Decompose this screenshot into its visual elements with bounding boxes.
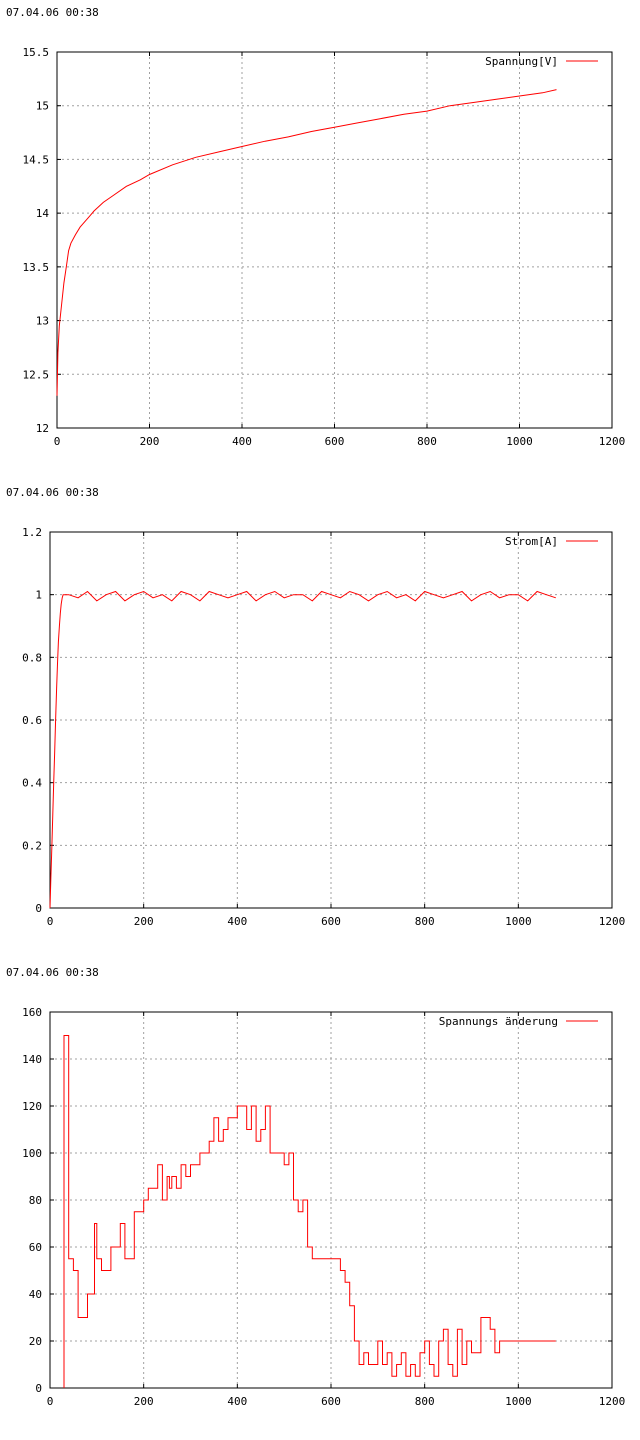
x-tick-label: 0 xyxy=(47,1395,54,1408)
y-tick-label: 120 xyxy=(22,1100,42,1113)
x-tick-label: 400 xyxy=(227,1395,247,1408)
x-tick-label: 1000 xyxy=(505,1395,532,1408)
x-tick-label: 200 xyxy=(134,1395,154,1408)
y-tick-label: 15 xyxy=(36,100,49,113)
x-tick-label: 200 xyxy=(134,915,154,928)
x-tick-label: 400 xyxy=(227,915,247,928)
x-tick-label: 1200 xyxy=(599,915,626,928)
chart-3: 07.04.06 00:38 0 200 400 600 800 1000 1200 0 20 40… xyxy=(6,966,625,1408)
y-tick-label: 12 xyxy=(36,422,49,435)
y-tick-label: 100 xyxy=(22,1147,42,1160)
y-tick-label: 14.5 xyxy=(23,153,50,166)
x-tick-label: 1000 xyxy=(505,915,532,928)
y-tick-label: 0.8 xyxy=(22,651,42,664)
legend-label: Spannungs änderung xyxy=(439,1015,558,1028)
y-tick-label: 60 xyxy=(29,1241,42,1254)
y-tick-label: 13.5 xyxy=(23,261,50,274)
series-line-1 xyxy=(56,89,557,396)
y-tick-label: 160 xyxy=(22,1006,42,1019)
x-tick-label: 600 xyxy=(325,435,345,448)
y-tick-label: 14 xyxy=(36,207,50,220)
y-tick-label: 1 xyxy=(35,589,42,602)
x-tick-label: 1200 xyxy=(599,435,626,448)
x-tick-label: 0 xyxy=(47,915,54,928)
x-tick-label: 400 xyxy=(232,435,252,448)
x-tick-label: 0 xyxy=(54,435,61,448)
timestamp: 07.04.06 00:38 xyxy=(6,6,99,19)
y-tick-label: 0 xyxy=(35,1382,42,1395)
y-tick-label: 0.6 xyxy=(22,714,42,727)
chart-2: 07.04.06 00:38 0 200 400 600 800 1000 1200 0 0.2 0… xyxy=(6,486,625,928)
timestamp: 07.04.06 00:38 xyxy=(6,966,99,979)
x-tick-label: 1200 xyxy=(599,1395,626,1408)
series-line-1 xyxy=(63,1035,556,1388)
y-tick-label: 20 xyxy=(29,1335,42,1348)
x-tick-label: 600 xyxy=(321,1395,341,1408)
y-tick-label: 40 xyxy=(29,1288,42,1301)
y-tick-label: 0.2 xyxy=(22,839,42,852)
x-tick-label: 1000 xyxy=(506,435,533,448)
timestamp: 07.04.06 00:38 xyxy=(6,486,99,499)
x-tick-label: 600 xyxy=(321,915,341,928)
legend-label: Spannung[V] xyxy=(485,55,558,68)
y-tick-label: 80 xyxy=(29,1194,42,1207)
y-tick-label: 0 xyxy=(35,902,42,915)
chart-1: 07.04.06 00:38 0 200 400 600 800 1000 1200 12 12.… xyxy=(6,6,625,448)
y-tick-label: 15.5 xyxy=(23,46,50,59)
series-line-1 xyxy=(49,590,556,909)
y-tick-label: 140 xyxy=(22,1053,42,1066)
y-tick-label: 12.5 xyxy=(23,368,50,381)
y-tick-label: 0.4 xyxy=(22,777,42,790)
plot-frame xyxy=(49,531,613,909)
legend-label: Strom[A] xyxy=(505,535,558,548)
x-tick-label: 800 xyxy=(417,435,437,448)
x-tick-label: 800 xyxy=(415,1395,435,1408)
x-tick-label: 800 xyxy=(415,915,435,928)
y-tick-label: 1.2 xyxy=(22,526,42,539)
plot-frame xyxy=(49,1011,613,1389)
x-tick-label: 200 xyxy=(140,435,160,448)
y-tick-label: 13 xyxy=(36,315,49,328)
plot-frame xyxy=(56,51,613,429)
